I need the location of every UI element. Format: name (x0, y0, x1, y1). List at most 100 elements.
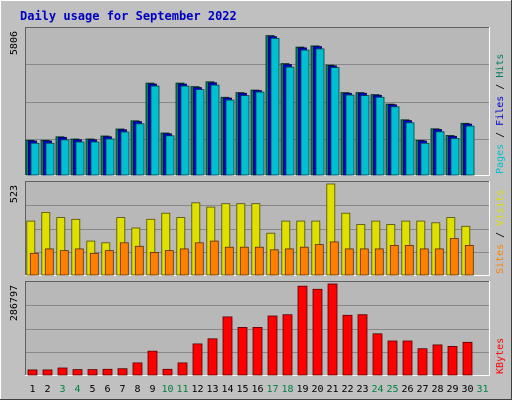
x-tick-label-day-15: 15 (236, 384, 248, 395)
x-tick-label-day-31: 31 (476, 384, 488, 395)
bar-pages-day-9 (150, 85, 160, 176)
bar-pages-day-30 (465, 125, 475, 176)
bar-sites-day-21 (329, 241, 339, 276)
bar-pages-day-5 (90, 141, 100, 176)
bar-kbytes-day-25 (387, 340, 398, 376)
x-tick-label-day-26: 26 (401, 384, 413, 395)
bar-pages-day-3 (60, 139, 70, 176)
bar-pages-day-4 (75, 141, 85, 176)
bar-kbytes-day-19 (297, 285, 308, 376)
bar-sites-day-28 (434, 248, 444, 276)
bar-kbytes-day-4 (72, 369, 83, 376)
bar-pages-day-13 (210, 84, 220, 176)
max-value-label: 523 (9, 185, 20, 203)
max-value-label: 286797 (9, 285, 20, 321)
legend: KBytes (495, 338, 506, 374)
bar-sites-day-11 (179, 248, 189, 276)
legend-separator: / (495, 78, 506, 96)
bar-pages-day-26 (405, 122, 415, 176)
bar-kbytes-day-6 (102, 368, 113, 376)
bar-sites-day-9 (149, 251, 159, 276)
bar-sites-day-5 (89, 252, 99, 276)
max-value-label: 5806 (9, 31, 20, 55)
x-tick-label-day-7: 7 (119, 384, 125, 395)
bar-pages-day-18 (285, 66, 295, 176)
bar-sites-day-18 (284, 248, 294, 276)
bar-sites-day-17 (269, 249, 279, 276)
bar-sites-day-15 (239, 246, 249, 276)
bar-kbytes-day-13 (207, 338, 218, 376)
legend-item-kbytes: KBytes (495, 338, 506, 374)
x-tick-label-day-13: 13 (206, 384, 218, 395)
bar-pages-day-19 (300, 49, 310, 176)
bar-sites-day-4 (74, 248, 84, 276)
x-tick-label-day-3: 3 (59, 384, 65, 395)
bar-sites-day-16 (254, 246, 264, 276)
bar-pages-day-16 (255, 91, 265, 176)
panel-kbytes: 286797 KBytes (9, 281, 506, 376)
bar-kbytes-day-29 (447, 345, 458, 376)
x-tick-label-day-23: 23 (356, 384, 368, 395)
bar-sites-day-8 (134, 245, 144, 276)
legend-separator: / (495, 126, 506, 144)
bar-sites-day-13 (209, 240, 219, 276)
bar-sites-day-24 (374, 248, 384, 276)
legend: Pages / Files / Hits (495, 54, 506, 174)
x-tick-label-day-12: 12 (191, 384, 203, 395)
x-tick-label-day-10: 10 (161, 384, 173, 395)
bar-pages-day-15 (240, 95, 250, 176)
bar-sites-day-12 (194, 242, 204, 276)
bar-kbytes-day-21 (327, 283, 338, 376)
bar-sites-day-6 (104, 250, 114, 276)
bar-sites-day-19 (299, 246, 309, 276)
x-tick-label-day-11: 11 (176, 384, 188, 395)
chart-title: Daily usage for September 2022 (20, 9, 237, 23)
bar-pages-day-10 (165, 135, 175, 176)
bar-pages-day-27 (420, 142, 430, 176)
bar-pages-day-11 (180, 85, 190, 176)
bar-kbytes-day-26 (402, 340, 413, 376)
x-tick-label-day-8: 8 (134, 384, 140, 395)
bar-sites-day-25 (389, 244, 399, 276)
x-tick-label-day-9: 9 (149, 384, 155, 395)
bar-pages-day-6 (105, 138, 115, 176)
bar-sites-day-7 (119, 242, 129, 276)
bar-kbytes-day-14 (222, 316, 233, 376)
legend-item-pages: Pages (495, 144, 506, 174)
x-tick-label-day-14: 14 (221, 384, 233, 395)
bar-kbytes-day-16 (252, 326, 263, 376)
bar-kbytes-day-23 (357, 314, 368, 376)
bar-sites-day-3 (59, 250, 69, 276)
bar-kbytes-day-30 (462, 341, 473, 376)
x-tick-label-day-25: 25 (386, 384, 398, 395)
bar-pages-day-25 (390, 106, 400, 176)
bar-kbytes-day-7 (117, 368, 128, 376)
bar-kbytes-day-27 (417, 348, 428, 376)
bar-pages-day-14 (225, 99, 235, 176)
legend-item-sites: Sites (495, 244, 506, 274)
bar-kbytes-day-11 (177, 362, 188, 376)
bar-pages-day-24 (375, 96, 385, 176)
bar-sites-day-23 (359, 248, 369, 276)
x-tick-label-day-22: 22 (341, 384, 353, 395)
bar-kbytes-day-2 (42, 369, 53, 376)
x-tick-label-day-28: 28 (431, 384, 443, 395)
x-tick-label-day-1: 1 (29, 384, 35, 395)
bar-kbytes-day-3 (57, 367, 68, 376)
bar-pages-day-12 (195, 89, 205, 176)
x-tick-label-day-24: 24 (371, 384, 383, 395)
x-tick-label-day-18: 18 (281, 384, 293, 395)
bar-sites-day-14 (224, 246, 234, 276)
bar-kbytes-day-12 (192, 343, 203, 376)
x-tick-label-day-2: 2 (44, 384, 50, 395)
bar-pages-day-17 (270, 38, 280, 176)
legend-separator: / (495, 226, 506, 244)
bar-kbytes-day-5 (87, 369, 98, 376)
bar-sites-day-10 (164, 250, 174, 276)
x-tick-label-day-21: 21 (326, 384, 338, 395)
x-tick-label-day-30: 30 (461, 384, 473, 395)
bar-kbytes-day-24 (372, 333, 383, 376)
x-tick-label-day-17: 17 (266, 384, 278, 395)
legend-item-hits: Hits (495, 54, 506, 78)
